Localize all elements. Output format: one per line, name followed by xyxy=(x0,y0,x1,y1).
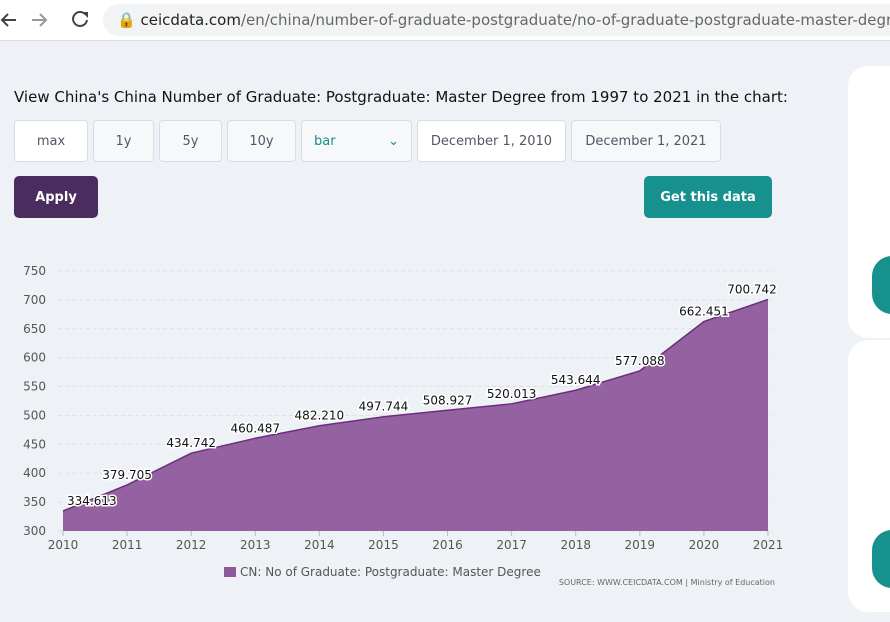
x-tick-label: 2015 xyxy=(368,538,399,552)
y-tick-label: 450 xyxy=(23,437,46,451)
x-tick-label: 2014 xyxy=(304,538,335,552)
y-tick-label: 350 xyxy=(23,495,46,509)
browser-bar: 🔒 ceicdata.com/en/china/number-of-gradua… xyxy=(0,0,890,41)
y-tick-label: 300 xyxy=(23,524,46,538)
data-label: 520.013 xyxy=(487,387,537,401)
get-data-button[interactable]: Get this data xyxy=(644,176,772,218)
nav-icons xyxy=(0,11,88,27)
data-label: 543.644 xyxy=(551,373,601,387)
y-tick-label: 400 xyxy=(23,466,46,480)
data-label: 482.210 xyxy=(295,409,345,423)
y-tick-label: 750 xyxy=(23,264,46,278)
x-tick-label: 2012 xyxy=(176,538,207,552)
range-button[interactable]: max xyxy=(14,120,88,162)
x-tick-label: 2021 xyxy=(753,538,784,552)
x-tick-label: 2016 xyxy=(432,538,463,552)
x-tick-label: 2020 xyxy=(689,538,720,552)
data-label: 379.705 xyxy=(102,468,152,482)
data-label: 700.742 xyxy=(727,282,777,296)
chart: SOURCE: WWW.CEICDATA.COM | Ministry of E… xyxy=(23,264,784,587)
area xyxy=(63,299,768,531)
data-label: 577.088 xyxy=(615,354,665,368)
legend-swatch xyxy=(224,567,236,577)
start-date[interactable]: December 1, 2010 xyxy=(417,120,566,162)
chart-type-select[interactable]: bar ⌄ xyxy=(301,120,412,162)
x-tick-label: 2013 xyxy=(240,538,271,552)
data-label: 497.744 xyxy=(359,400,409,414)
url-path: /en/china/number-of-graduate-postgraduat… xyxy=(240,11,890,29)
data-label: 460.487 xyxy=(230,421,280,435)
x-tick-label: 2019 xyxy=(625,538,656,552)
y-tick-label: 550 xyxy=(23,380,46,394)
data-label: 334.613 xyxy=(67,494,117,508)
legend-label: CN: No of Graduate: Postgraduate: Master… xyxy=(240,565,541,579)
y-tick-label: 600 xyxy=(23,351,46,365)
range-button[interactable]: 1y xyxy=(93,120,154,162)
range-button[interactable]: 5y xyxy=(159,120,222,162)
x-tick-label: 2018 xyxy=(560,538,591,552)
url-host: ceicdata.com xyxy=(140,11,241,29)
select-value: bar xyxy=(314,133,336,149)
side-card xyxy=(848,66,890,338)
heading: View China's China Number of Graduate: P… xyxy=(14,88,788,106)
x-tick-label: 2011 xyxy=(112,538,143,552)
y-tick-label: 700 xyxy=(23,293,46,307)
range-button[interactable]: 10y xyxy=(227,120,296,162)
y-tick-label: 650 xyxy=(23,322,46,336)
data-label: 508.927 xyxy=(423,393,473,407)
x-tick-label: 2010 xyxy=(48,538,79,552)
data-label: 662.451 xyxy=(679,305,729,319)
data-label: 434.742 xyxy=(166,436,216,450)
x-tick-label: 2017 xyxy=(496,538,527,552)
apply-button[interactable]: Apply xyxy=(14,176,98,218)
y-tick-label: 500 xyxy=(23,408,46,422)
area-line xyxy=(62,298,769,512)
source-note: SOURCE: WWW.CEICDATA.COM | Ministry of E… xyxy=(559,578,775,587)
address-bar[interactable]: 🔒 ceicdata.com/en/china/number-of-gradua… xyxy=(103,4,890,36)
end-date[interactable]: December 1, 2021 xyxy=(571,120,721,162)
side-card xyxy=(848,340,890,612)
